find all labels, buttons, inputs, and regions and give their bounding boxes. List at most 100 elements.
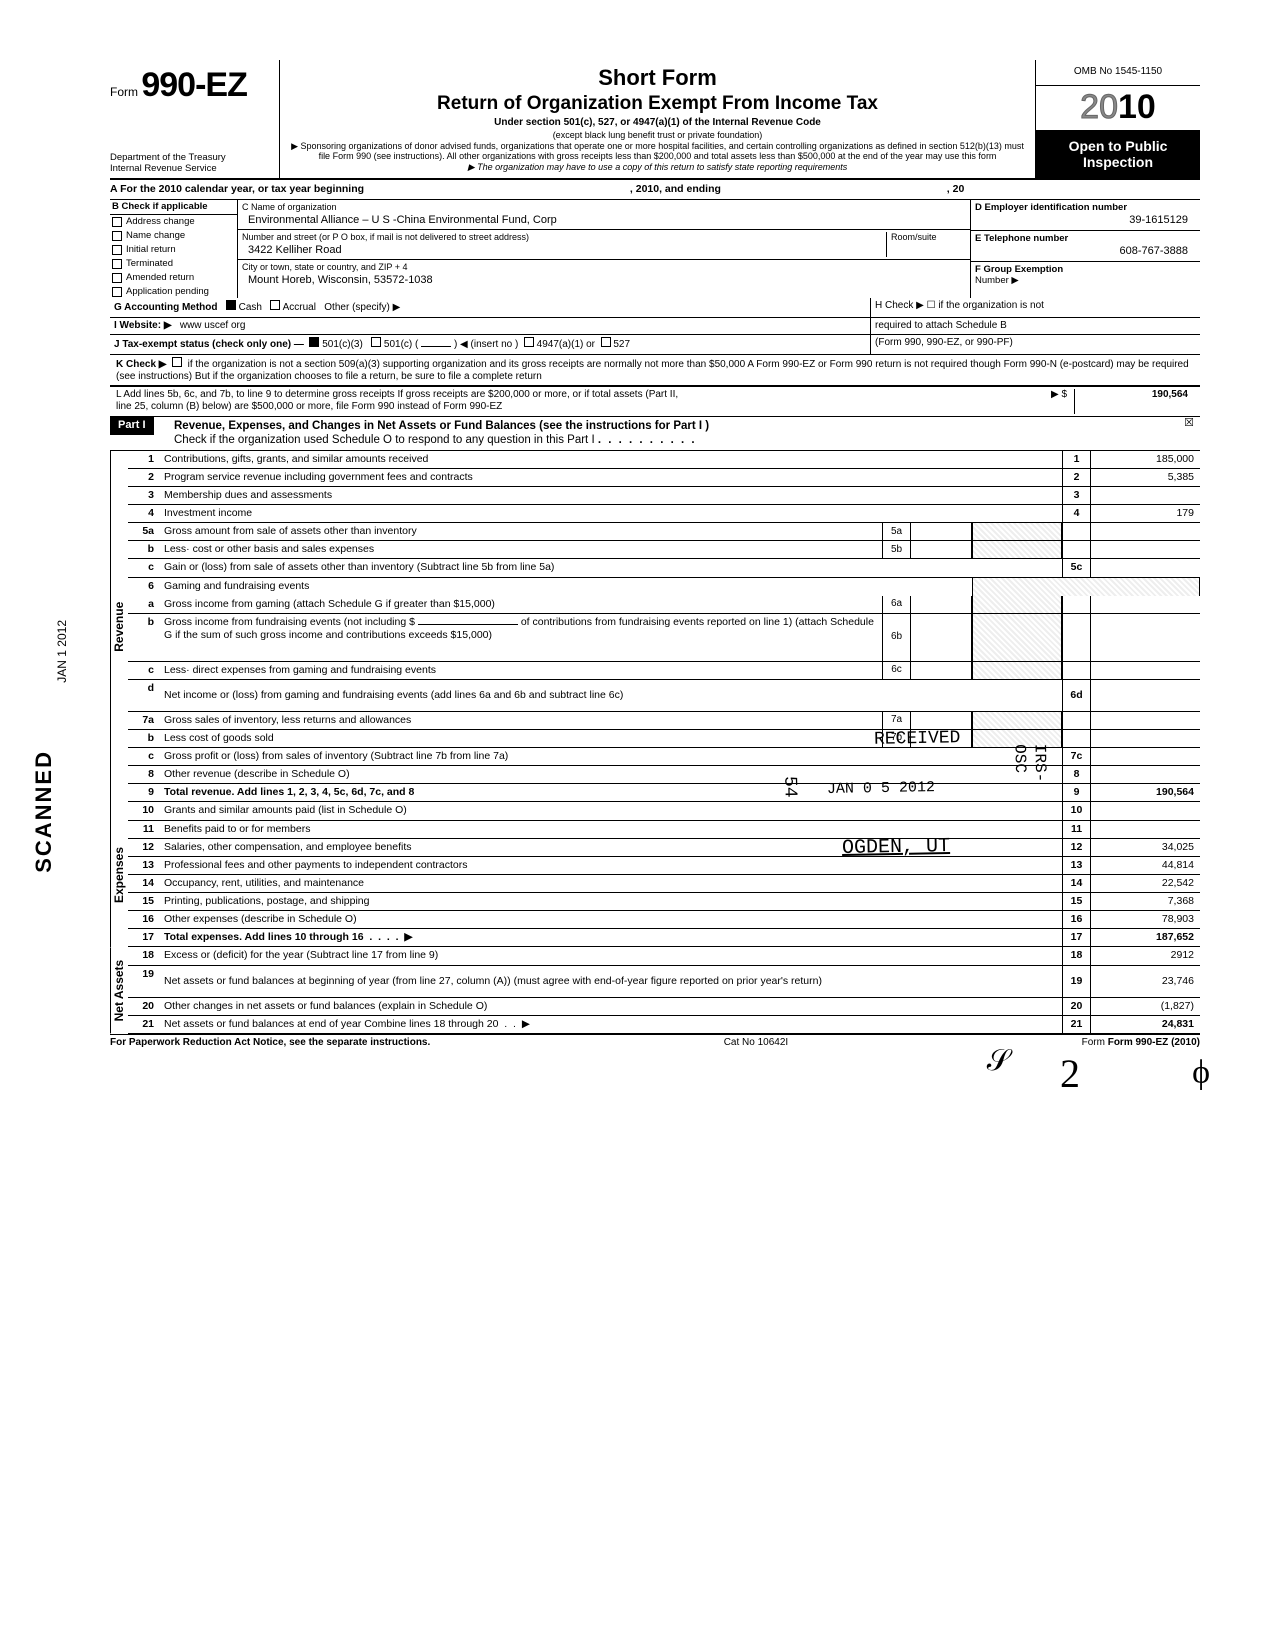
- ln-12-amt: 34,025: [1090, 839, 1200, 856]
- sub-2: (except black lung benefit trust or priv…: [288, 130, 1027, 141]
- ln-8-amt: [1090, 766, 1200, 783]
- ln-10-desc: Grants and similar amounts paid (list in…: [160, 802, 1062, 819]
- j-c: ) ◀ (insert no ): [454, 339, 518, 350]
- chk-527[interactable]: [601, 337, 611, 347]
- e-lbl: E Telephone number: [975, 233, 1068, 244]
- ln-13-amt: 44,814: [1090, 857, 1200, 874]
- k-lbl: K Check ▶: [116, 359, 166, 370]
- ln-18-amt: 2912: [1090, 947, 1200, 964]
- chk-accrual[interactable]: [270, 300, 280, 310]
- ln-20-desc: Other changes in net assets or fund bala…: [160, 998, 1062, 1015]
- ln-1-no: 1: [128, 451, 160, 468]
- a-mid: , 2010, and ending: [630, 183, 721, 195]
- ln-19-no: 19: [128, 966, 160, 997]
- handwriting-phi: ϕ: [1192, 1052, 1210, 1095]
- chk-pending[interactable]: [112, 287, 122, 297]
- ln-7c-desc: Gross profit or (loss) from sales of inv…: [160, 748, 1062, 765]
- l-amt: 190,564: [1074, 389, 1194, 414]
- ln-6d-amt: [1090, 680, 1200, 711]
- chk-address[interactable]: [112, 217, 122, 227]
- ln-9-desc: Total revenue. Add lines 1, 2, 3, 4, 5c,…: [160, 784, 1062, 801]
- c-name: Environmental Alliance – U S -China Envi…: [242, 214, 966, 228]
- ln-11-no: 11: [128, 821, 160, 838]
- ln-4-num: 4: [1062, 505, 1090, 522]
- side-date: JAN 1 2012: [55, 620, 70, 683]
- ln-12-num: 12: [1062, 839, 1090, 856]
- ln-3-amt: [1090, 487, 1200, 504]
- g-accrual: Accrual: [283, 302, 316, 313]
- ln-1-num: 1: [1062, 451, 1090, 468]
- ln-10-num: 10: [1062, 802, 1090, 819]
- g-cash: Cash: [239, 302, 262, 313]
- side-revenue: Revenue: [110, 451, 128, 803]
- chk-k[interactable]: [172, 357, 182, 367]
- chk-4947[interactable]: [524, 337, 534, 347]
- room-lbl: Room/suite: [891, 232, 966, 243]
- row-a: A For the 2010 calendar year, or tax yea…: [110, 180, 1200, 200]
- ln-7b-no: b: [128, 730, 160, 747]
- k-note: if the organization is not a section 509…: [116, 359, 1189, 382]
- chk-amended[interactable]: [112, 273, 122, 283]
- form-header: Form 990-EZ Department of the Treasury I…: [110, 60, 1200, 180]
- ln-19-num: 19: [1062, 966, 1090, 997]
- ln-6c-desc: Less· direct expenses from gaming and fu…: [160, 662, 882, 679]
- ln-7a-desc: Gross sales of inventory, less returns a…: [160, 712, 882, 729]
- chk-501c[interactable]: [371, 337, 381, 347]
- form-number: 990-EZ: [141, 66, 247, 104]
- ln-19-desc: Net assets or fund balances at beginning…: [160, 966, 1062, 997]
- chk-501c3[interactable]: [309, 337, 319, 347]
- ln-6c-sub: 6c: [883, 662, 911, 679]
- year-suffix: 10: [1118, 88, 1156, 126]
- ln-7b-desc: Less cost of goods sold: [160, 730, 882, 747]
- ln-16-desc: Other expenses (describe in Schedule O): [160, 911, 1062, 928]
- h-lbl2: required to attach Schedule B: [870, 318, 1200, 335]
- ln-21-no: 21: [128, 1016, 160, 1033]
- g-other: Other (specify) ▶: [324, 302, 400, 313]
- ln-13-num: 13: [1062, 857, 1090, 874]
- chk-cash[interactable]: [226, 300, 236, 310]
- ln-14-amt: 22,542: [1090, 875, 1200, 892]
- ln-6d-no: d: [128, 680, 160, 711]
- ln-13-desc: Professional fees and other payments to …: [160, 857, 1062, 874]
- ln-21-num: 21: [1062, 1016, 1090, 1033]
- j-a: 501(c)(3): [322, 339, 363, 350]
- ln-16-no: 16: [128, 911, 160, 928]
- ln-8-no: 8: [128, 766, 160, 783]
- chk-terminated[interactable]: [112, 259, 122, 269]
- chk-name[interactable]: [112, 231, 122, 241]
- part1-chk[interactable]: ☒: [1150, 417, 1200, 431]
- ln-7a-no: 7a: [128, 712, 160, 729]
- ln-5c-num: 5c: [1062, 559, 1090, 576]
- ln-6b-sub: 6b: [883, 614, 911, 661]
- title-1: Short Form: [288, 64, 1027, 92]
- ln-6d-num: 6d: [1062, 680, 1090, 711]
- ln-6b-no: b: [128, 614, 160, 661]
- side-netassets: Net Assets: [110, 947, 128, 1033]
- ln-2-desc: Program service revenue including govern…: [160, 469, 1062, 486]
- col-c: C Name of organization Environmental All…: [238, 200, 970, 298]
- ln-9-amt: 190,564: [1090, 784, 1200, 801]
- ln-16-num: 16: [1062, 911, 1090, 928]
- note-2: ▶ The organization may have to use a cop…: [288, 162, 1027, 173]
- ln-4-amt: 179: [1090, 505, 1200, 522]
- ln-6d-desc: Net income or (loss) from gaming and fun…: [160, 680, 1062, 711]
- chk-initial[interactable]: [112, 245, 122, 255]
- ln-2-num: 2: [1062, 469, 1090, 486]
- ln-17-amt: 187,652: [1090, 929, 1200, 946]
- ln-9-no: 9: [128, 784, 160, 801]
- row-j: J Tax-exempt status (check only one) — 5…: [110, 335, 1200, 355]
- form-label: Form: [110, 85, 138, 99]
- j-b: 501(c) (: [384, 339, 418, 350]
- part1-sub: Check if the organization used Schedule …: [174, 434, 595, 446]
- ln-5b-sub: 5b: [883, 541, 911, 558]
- ln-21-desc: Net assets or fund balances at end of ye…: [164, 1018, 498, 1031]
- b-opt-0: Address change: [126, 216, 195, 228]
- ln-18-desc: Excess or (deficit) for the year (Subtra…: [160, 947, 1062, 964]
- expenses-block: Expenses 10Grants and similar amounts pa…: [110, 802, 1200, 947]
- ln-4-desc: Investment income: [160, 505, 1062, 522]
- f-lbl: F Group Exemption: [975, 264, 1063, 275]
- ln-20-num: 20: [1062, 998, 1090, 1015]
- ln-6-desc: Gaming and fundraising events: [160, 578, 972, 596]
- ln-15-num: 15: [1062, 893, 1090, 910]
- ln-2-no: 2: [128, 469, 160, 486]
